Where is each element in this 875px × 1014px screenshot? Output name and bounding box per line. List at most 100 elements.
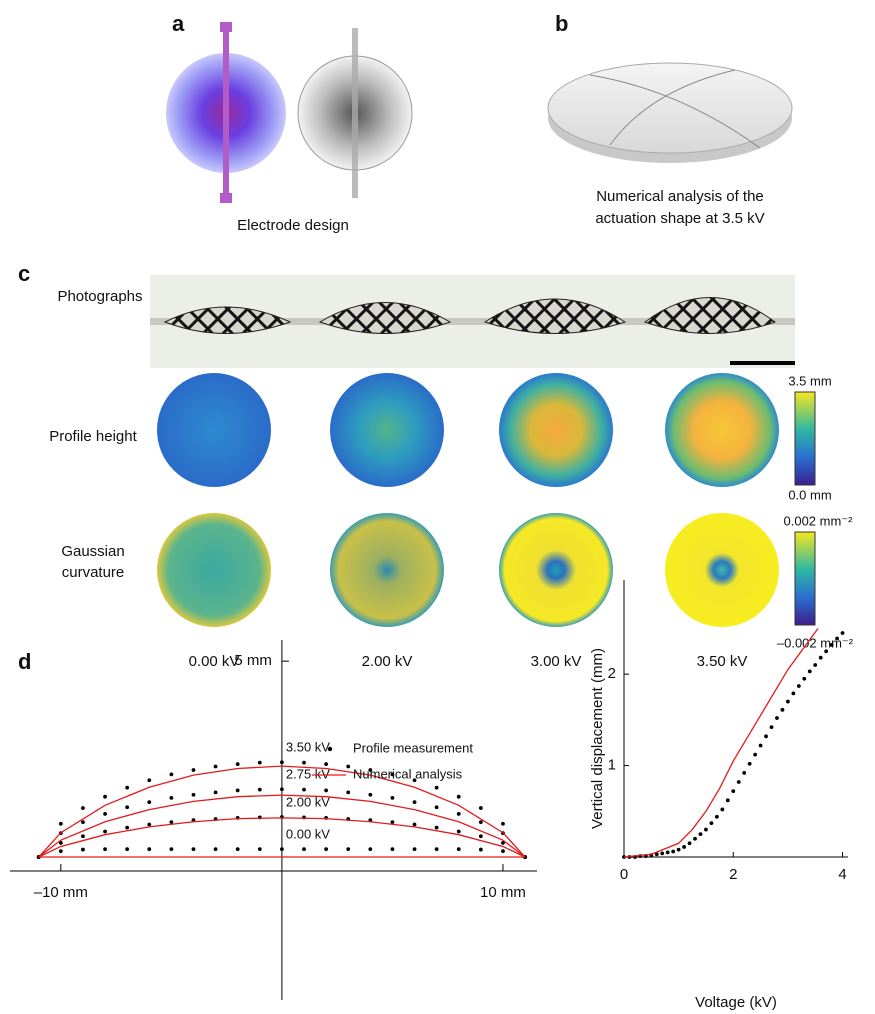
x-tick-label: 2 bbox=[729, 866, 737, 883]
data-point bbox=[737, 780, 741, 784]
height-map bbox=[330, 373, 444, 487]
data-point bbox=[720, 808, 724, 812]
data-point bbox=[147, 823, 151, 827]
data-point bbox=[479, 820, 483, 824]
data-point bbox=[660, 851, 664, 855]
data-point bbox=[457, 830, 461, 834]
panel-label: a bbox=[172, 11, 185, 36]
data-point bbox=[731, 789, 735, 793]
data-point bbox=[214, 765, 218, 769]
row-label: Gaussian bbox=[61, 543, 124, 560]
row-label: Profile height bbox=[49, 428, 137, 445]
data-point bbox=[797, 684, 801, 688]
data-point bbox=[742, 771, 746, 775]
disc-top bbox=[548, 63, 792, 153]
data-point bbox=[835, 637, 839, 641]
data-point bbox=[169, 847, 173, 851]
y-tick-label: 1 bbox=[608, 757, 616, 774]
voltage-label: 0.00 kV bbox=[189, 653, 240, 670]
data-point bbox=[391, 820, 395, 824]
data-point bbox=[81, 806, 85, 810]
data-point bbox=[479, 848, 483, 852]
data-point bbox=[125, 786, 129, 790]
y-tick-label: 2 bbox=[608, 665, 616, 682]
data-point bbox=[324, 789, 328, 793]
data-point bbox=[147, 800, 151, 804]
figure: a Electrode design b Numerical analysis … bbox=[0, 0, 875, 1014]
data-point bbox=[479, 834, 483, 838]
data-point bbox=[280, 847, 284, 851]
data-point bbox=[824, 649, 828, 653]
data-point bbox=[413, 800, 417, 804]
data-point bbox=[147, 847, 151, 851]
legend-label: Numerical analysis bbox=[353, 766, 463, 781]
x-axis-label: Voltage (kV) bbox=[695, 994, 777, 1011]
caption: Electrode design bbox=[237, 217, 349, 234]
legend-swatch bbox=[328, 747, 332, 751]
data-point bbox=[346, 790, 350, 794]
voltage-label: 3.00 kV bbox=[531, 653, 582, 670]
data-point bbox=[258, 788, 262, 792]
data-point bbox=[819, 656, 823, 660]
x-tick-label: 0 bbox=[620, 866, 628, 883]
electrode-photo-lead bbox=[352, 28, 358, 198]
data-point bbox=[346, 765, 350, 769]
colorbar-label: 0.0 mm bbox=[788, 487, 831, 502]
y-axis-label: Vertical displacement (mm) bbox=[589, 648, 606, 829]
data-point bbox=[457, 847, 461, 851]
data-point bbox=[710, 821, 714, 825]
data-point bbox=[214, 790, 218, 794]
data-point bbox=[324, 847, 328, 851]
data-point bbox=[682, 845, 686, 849]
caption: Numerical analysis of the bbox=[596, 188, 764, 205]
data-point bbox=[802, 677, 806, 681]
data-point bbox=[808, 670, 812, 674]
data-point bbox=[479, 806, 483, 810]
data-point bbox=[103, 830, 107, 834]
caption: actuation shape at 3.5 kV bbox=[595, 210, 764, 227]
data-point bbox=[753, 753, 757, 757]
curve-label: 3.50 kV bbox=[286, 740, 330, 755]
data-point bbox=[435, 826, 439, 830]
data-point bbox=[435, 847, 439, 851]
data-point bbox=[693, 837, 697, 841]
data-point bbox=[688, 841, 692, 845]
data-point bbox=[147, 778, 151, 782]
data-point bbox=[169, 820, 173, 824]
data-point bbox=[258, 847, 262, 851]
electrode-pad bbox=[220, 22, 232, 32]
scale-bar bbox=[730, 361, 795, 365]
data-point bbox=[813, 663, 817, 667]
height-map bbox=[499, 373, 613, 487]
row-label: curvature bbox=[62, 564, 125, 581]
data-point bbox=[775, 716, 779, 720]
panel-label: c bbox=[18, 261, 30, 286]
height-map bbox=[157, 373, 271, 487]
data-point bbox=[677, 848, 681, 852]
data-point bbox=[192, 768, 196, 772]
data-point bbox=[103, 795, 107, 799]
panel-label: b bbox=[555, 11, 568, 36]
data-point bbox=[704, 828, 708, 832]
data-point bbox=[302, 761, 306, 765]
data-point bbox=[81, 834, 85, 838]
data-point bbox=[192, 847, 196, 851]
data-point bbox=[192, 793, 196, 797]
data-point bbox=[302, 847, 306, 851]
data-point bbox=[501, 849, 505, 853]
curvature-map bbox=[330, 513, 444, 627]
x-tick-label: 4 bbox=[838, 866, 846, 883]
data-point bbox=[759, 744, 763, 748]
data-point bbox=[169, 772, 173, 776]
x-tick-label: 10 mm bbox=[480, 884, 526, 901]
data-point bbox=[770, 725, 774, 729]
data-point bbox=[280, 760, 284, 764]
data-point bbox=[368, 847, 372, 851]
colorbar bbox=[795, 392, 815, 485]
data-point bbox=[59, 822, 63, 826]
data-point bbox=[81, 820, 85, 824]
data-point bbox=[699, 832, 703, 836]
data-point bbox=[125, 847, 129, 851]
data-point bbox=[391, 796, 395, 800]
electrode-pad bbox=[220, 193, 232, 203]
